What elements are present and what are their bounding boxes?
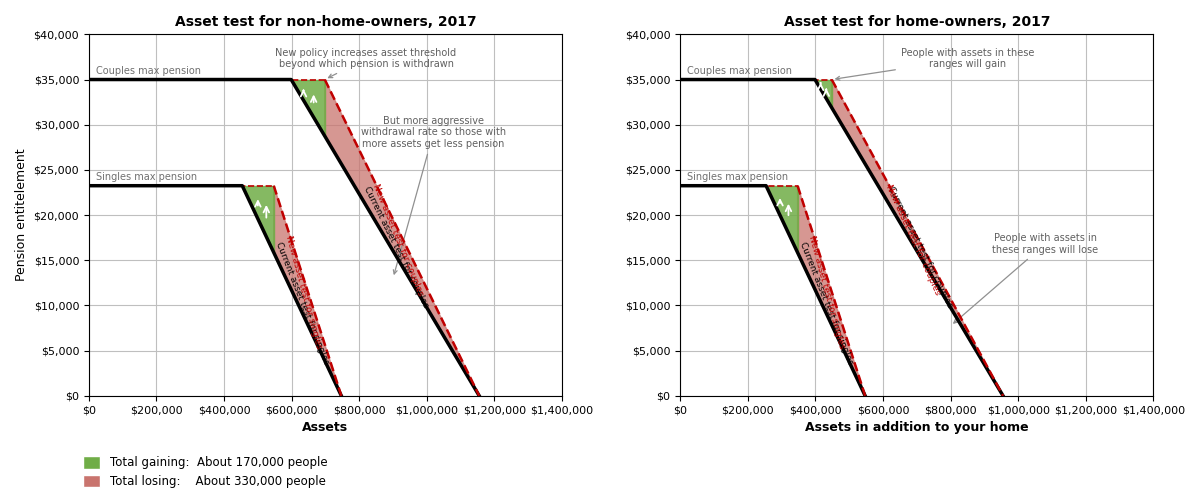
Text: New asset test for couples: New asset test for couples [371,182,425,296]
Text: New asset test for singles: New asset test for singles [283,235,323,349]
Polygon shape [325,79,479,396]
Title: Asset test for non-home-owners, 2017: Asset test for non-home-owners, 2017 [175,15,476,29]
Polygon shape [292,79,325,136]
Text: Singles max pension: Singles max pension [688,172,788,182]
Text: But more aggressive
withdrawal rate so those with
more assets get less pension: But more aggressive withdrawal rate so t… [361,116,506,274]
Text: Current asset test for singles: Current asset test for singles [798,241,854,366]
Text: New asset test for singles: New asset test for singles [808,235,847,349]
Polygon shape [798,186,865,396]
Text: Couples max pension: Couples max pension [96,66,200,76]
Polygon shape [766,186,798,252]
Text: People with assets in
these ranges will lose: People with assets in these ranges will … [954,233,1098,323]
Polygon shape [242,186,274,252]
Text: Current asset test for couples: Current asset test for couples [886,185,954,309]
X-axis label: Assets in addition to your home: Assets in addition to your home [805,421,1028,434]
Title: Asset test for home-owners, 2017: Asset test for home-owners, 2017 [784,15,1050,29]
Polygon shape [832,79,1003,396]
Text: New asset test for couples: New asset test for couples [884,183,942,296]
Text: New policy increases asset threshold
beyond which pension is withdrawn: New policy increases asset threshold bey… [276,48,456,78]
Polygon shape [815,79,832,108]
Legend: Total gaining:  About 170,000 people, Total losing:    About 330,000 people: Total gaining: About 170,000 people, Tot… [78,452,332,493]
Polygon shape [274,186,341,396]
Text: Current asset test for singles: Current asset test for singles [275,241,331,366]
Text: Singles max pension: Singles max pension [96,172,197,182]
Text: People with assets in these
ranges will gain: People with assets in these ranges will … [836,48,1034,80]
Text: Current asset test for couples: Current asset test for couples [362,185,430,309]
Text: Couples max pension: Couples max pension [688,66,792,76]
Y-axis label: Pension entitelement: Pension entitelement [14,149,28,281]
X-axis label: Assets: Assets [302,421,348,434]
